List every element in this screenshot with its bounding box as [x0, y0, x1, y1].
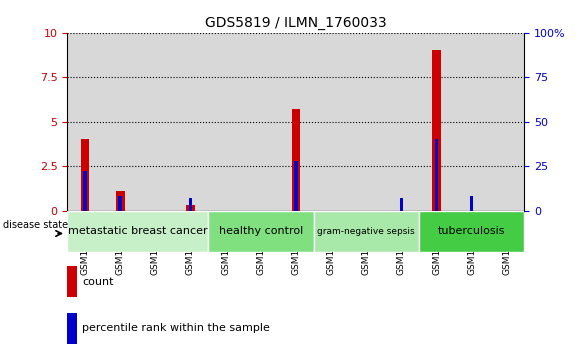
Text: gram-negative sepsis: gram-negative sepsis	[318, 227, 415, 236]
Text: metastatic breast cancer: metastatic breast cancer	[68, 227, 207, 236]
Bar	[400, 198, 403, 211]
Bar	[67, 33, 103, 211]
Text: percentile rank within the sample: percentile rank within the sample	[82, 323, 270, 333]
Bar	[454, 33, 489, 211]
Bar	[103, 33, 138, 211]
Bar	[189, 198, 192, 211]
Bar	[292, 109, 301, 211]
Bar	[208, 211, 314, 252]
Text: count: count	[82, 277, 114, 287]
Bar	[83, 171, 87, 211]
Bar	[470, 196, 473, 211]
Bar	[314, 211, 419, 252]
Bar	[116, 191, 125, 211]
Bar	[314, 33, 349, 211]
Bar	[243, 33, 278, 211]
Bar	[208, 33, 243, 211]
Text: healthy control: healthy control	[219, 227, 303, 236]
Bar	[419, 211, 524, 252]
Bar	[67, 266, 77, 297]
Bar	[81, 139, 90, 211]
Bar	[138, 33, 173, 211]
Bar	[278, 33, 314, 211]
Bar	[384, 33, 419, 211]
Bar	[67, 211, 208, 252]
Bar	[419, 33, 454, 211]
Bar	[186, 205, 195, 211]
Bar	[489, 33, 524, 211]
Bar	[349, 33, 384, 211]
Bar	[173, 33, 208, 211]
Title: GDS5819 / ILMN_1760033: GDS5819 / ILMN_1760033	[205, 16, 387, 30]
Text: tuberculosis: tuberculosis	[438, 227, 506, 236]
Bar	[435, 139, 438, 211]
Bar	[67, 313, 77, 344]
Bar	[432, 50, 441, 211]
Bar	[118, 196, 122, 211]
Text: disease state: disease state	[4, 220, 69, 230]
Bar	[294, 161, 298, 211]
